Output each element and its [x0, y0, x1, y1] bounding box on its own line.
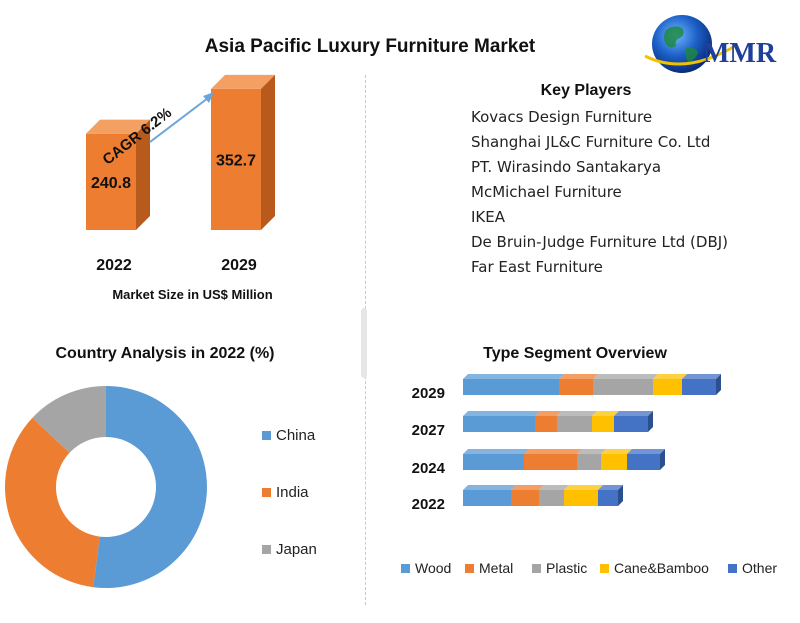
segment-top [535, 411, 562, 416]
bar-top [86, 119, 150, 134]
legend-swatch [401, 564, 410, 573]
segment-plastic [593, 379, 653, 395]
legend-swatch [532, 564, 541, 573]
legend-label: China [276, 427, 316, 444]
bar-2029 [211, 88, 261, 230]
segment-plastic [557, 416, 592, 432]
key-players-title: Key Players [540, 82, 632, 99]
legend-label: Other [742, 560, 777, 576]
segment-metal [524, 454, 577, 470]
bar-side [136, 119, 150, 230]
segment-top [577, 449, 606, 454]
segment-cane&bamboo [592, 416, 614, 432]
key-player-item: Kovacs Design Furniture [471, 108, 653, 126]
donut-slice-japan [32, 386, 106, 453]
x-tick-label: 2022 [96, 257, 132, 274]
legend-label: Plastic [546, 560, 587, 576]
bar-2022 [86, 133, 136, 230]
segment-wood [463, 379, 559, 395]
market-size-caption: Market Size in US$ Million [112, 287, 273, 302]
segment-top [463, 374, 564, 379]
legend-swatch [262, 488, 271, 497]
segment-other [598, 490, 618, 506]
y-tick-label: 2024 [412, 460, 446, 477]
y-tick-label: 2022 [412, 496, 445, 513]
type-segment-title: Type Segment Overview [483, 345, 667, 362]
segment-plastic [539, 490, 564, 506]
key-player-item: Far East Furniture [471, 258, 603, 276]
bar-end-side [618, 485, 623, 506]
cagr-arrowhead [203, 92, 214, 103]
bar-end-side [648, 411, 653, 432]
segment-top [601, 449, 632, 454]
segment-other [627, 454, 660, 470]
type-segment-chart: 2029 2027 2024 2022 Wood Metal Plastic Cane&Ba… [401, 374, 777, 576]
segment-other [682, 379, 716, 395]
donut-slice-china [93, 386, 207, 588]
segment-top [559, 374, 598, 379]
segment-metal [511, 490, 539, 506]
key-player-item: De Bruin-Judge Furniture Ltd (DBJ) [471, 233, 729, 251]
segment-top [524, 449, 582, 454]
segment-cane&bamboo [601, 454, 627, 470]
bar-end-side [716, 374, 721, 395]
key-player-item: IKEA [471, 208, 505, 226]
globe-icon [644, 15, 736, 73]
legend-label: Japan [276, 541, 317, 558]
legend-label: India [276, 484, 309, 501]
key-players-list: Kovacs Design Furniture Shanghai JL&C Fu… [471, 106, 728, 281]
segment-top [627, 449, 665, 454]
legend-swatch [262, 545, 271, 554]
key-player-item: McMichael Furniture [471, 183, 622, 201]
data-label: 240.8 [91, 175, 131, 192]
country-analysis-title: Country Analysis in 2022 (%) [55, 345, 275, 362]
segment-top [463, 449, 529, 454]
donut-slice-india [4, 417, 100, 588]
segment-top [557, 411, 597, 416]
legend-swatch [600, 564, 609, 573]
bar-side [261, 74, 275, 230]
segment-other [614, 416, 648, 432]
divider-handle [361, 308, 367, 378]
page-title: Asia Pacific Luxury Furniture Market [204, 36, 536, 57]
segment-metal [535, 416, 557, 432]
segment-wood [463, 454, 524, 470]
segment-top [614, 411, 653, 416]
segment-top [682, 374, 721, 379]
segment-top [511, 485, 544, 490]
segment-wood [463, 490, 511, 506]
segment-top [564, 485, 603, 490]
segment-top [539, 485, 569, 490]
bar-end-side [660, 449, 665, 470]
country-donut-chart: China India Japan [4, 386, 317, 588]
y-tick-label: 2029 [412, 385, 445, 402]
segment-cane&bamboo [653, 379, 682, 395]
y-tick-label: 2027 [412, 422, 445, 439]
legend-label: Cane&Bamboo [614, 560, 709, 576]
segment-top [653, 374, 687, 379]
segment-top [463, 411, 540, 416]
key-player-item: PT. Wirasindo Santakarya [471, 158, 662, 176]
legend-swatch [262, 431, 271, 440]
legend-swatch [465, 564, 474, 573]
segment-cane&bamboo [564, 490, 598, 506]
legend-label: Wood [415, 560, 451, 576]
data-label: 352.7 [216, 152, 256, 169]
segment-top [463, 485, 516, 490]
segment-plastic [577, 454, 601, 470]
segment-wood [463, 416, 535, 432]
segment-top [598, 485, 623, 490]
bar-top [211, 74, 275, 89]
legend-label: Metal [479, 560, 513, 576]
mmr-logo [640, 8, 800, 78]
segment-top [593, 374, 658, 379]
segment-metal [559, 379, 593, 395]
segment-top [592, 411, 619, 416]
logo-text: MMR [703, 38, 777, 69]
cagr-arrow [149, 97, 209, 143]
legend-swatch [728, 564, 737, 573]
key-player-item: Shanghai JL&C Furniture Co. Ltd [471, 133, 711, 151]
x-tick-label: 2029 [221, 257, 257, 274]
